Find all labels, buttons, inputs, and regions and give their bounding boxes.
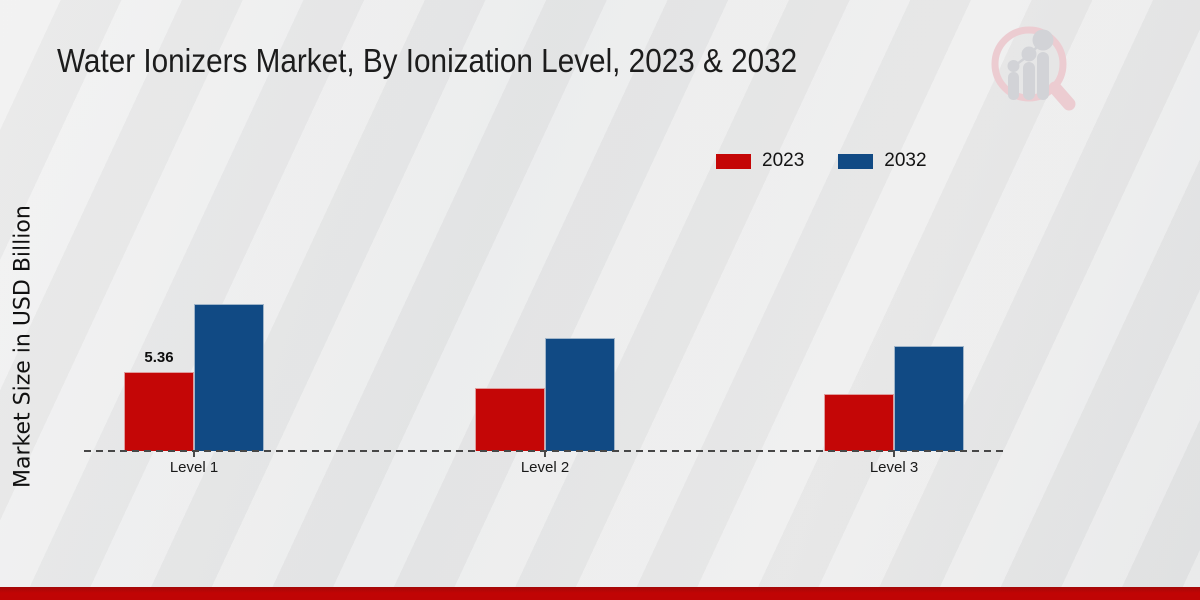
legend-swatch-2032: [838, 153, 874, 169]
bar-2023-level-1: [124, 372, 194, 451]
x-axis-category-label: Level 3: [869, 459, 919, 476]
chart-title: Water Ionizers Market, By Ionization Lev…: [57, 42, 798, 79]
bar-2032-level-1: [194, 304, 264, 451]
legend-label: 2023: [762, 150, 805, 171]
legend-item-2032: 2032: [838, 150, 927, 172]
legend: 2023 2032: [716, 150, 927, 172]
brand-watermark-logo-icon: [991, 26, 1076, 111]
bar-2032-level-3: [894, 346, 964, 451]
legend-swatch-2023: [716, 153, 751, 169]
x-axis-baseline: [84, 450, 1007, 452]
y-axis-label: Market Size in USD Billion: [10, 205, 36, 489]
bar-2032-level-2: [545, 338, 615, 451]
legend-label: 2032: [884, 150, 927, 171]
x-axis-tick: [193, 450, 195, 457]
x-axis-category-label: Level 2: [520, 459, 570, 476]
x-axis-tick: [893, 450, 895, 457]
x-axis-tick: [544, 450, 546, 457]
bar-2023-level-3: [824, 394, 894, 451]
bar-value-label: 5.36: [144, 349, 174, 366]
legend-item-2023: 2023: [716, 150, 804, 172]
bar-2023-level-2: [475, 388, 545, 451]
footer-accent-bar: [0, 587, 1200, 600]
x-axis-category-label: Level 1: [169, 459, 219, 476]
